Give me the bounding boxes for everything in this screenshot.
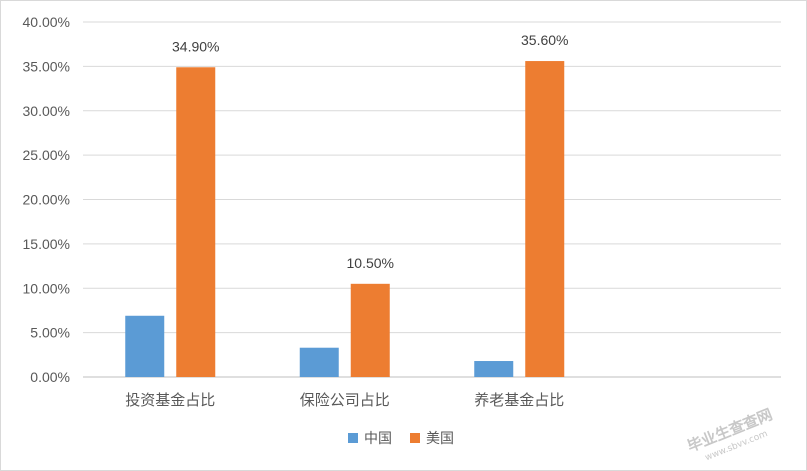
y-tick-label: 5.00% xyxy=(30,325,70,341)
x-category-label: 养老基金占比 xyxy=(474,391,564,409)
legend-swatch-usa xyxy=(410,433,420,443)
y-tick-label: 25.00% xyxy=(23,147,70,163)
data-label: 10.50% xyxy=(347,255,394,271)
bar-china-1 xyxy=(299,347,339,377)
y-tick-label: 15.00% xyxy=(23,236,70,252)
x-category-label: 保险公司占比 xyxy=(300,391,390,409)
legend-swatch-china xyxy=(348,433,358,443)
y-tick-label: 10.00% xyxy=(23,280,70,296)
bar-usa-1 xyxy=(350,283,390,377)
legend-label-china: 中国 xyxy=(364,431,392,447)
data-labels: 34.90% 10.50% 35.60% xyxy=(172,32,568,271)
y-tick-label: 30.00% xyxy=(23,103,70,119)
data-label: 34.90% xyxy=(172,38,219,54)
legend: 中国 美国 xyxy=(348,431,454,447)
bar-usa-0 xyxy=(176,67,216,377)
bars xyxy=(125,61,565,378)
bar-china-0 xyxy=(125,315,165,377)
bar-china-2 xyxy=(474,361,514,377)
bar-usa-2 xyxy=(525,61,565,378)
legend-label-usa: 美国 xyxy=(426,431,454,447)
x-axis-category-labels: 投资基金占比 保险公司占比 养老基金占比 xyxy=(125,391,564,409)
y-tick-label: 20.00% xyxy=(23,192,70,208)
data-label: 35.60% xyxy=(521,32,568,48)
watermark: 毕业生查查网 www.sbvv.com xyxy=(685,405,775,463)
y-axis-tick-labels: 0.00% 5.00% 10.00% 15.00% 20.00% 25.00% 30.00%… xyxy=(23,14,70,385)
y-tick-label: 35.00% xyxy=(23,58,70,74)
x-category-label: 投资基金占比 xyxy=(125,391,215,409)
y-tick-label: 0.00% xyxy=(30,369,70,385)
y-tick-label: 40.00% xyxy=(23,14,70,30)
